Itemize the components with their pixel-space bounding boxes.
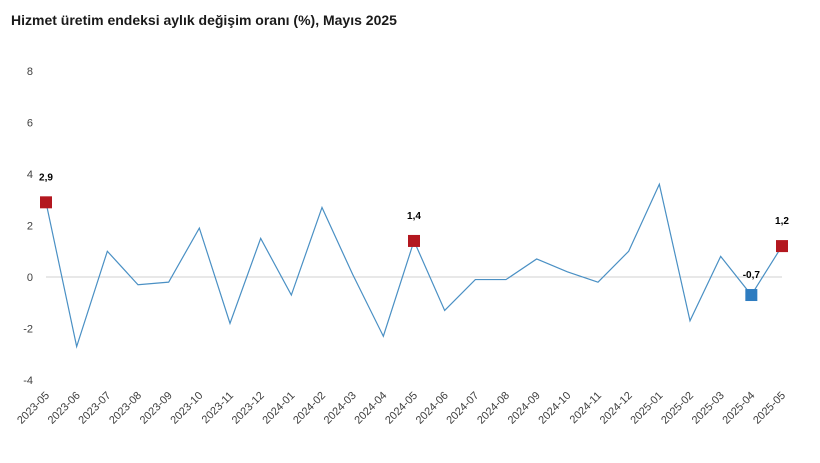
x-tick-label: 2024-05	[383, 390, 420, 427]
y-tick-label: 6	[27, 118, 33, 130]
x-tick-label: 2024-10	[536, 390, 573, 427]
x-tick-label: 2024-06	[414, 390, 451, 427]
x-tick-label: 2025-01	[628, 390, 665, 427]
y-tick-label: 4	[27, 169, 33, 181]
highlight-marker	[776, 240, 788, 253]
data-label: 1,2	[775, 216, 789, 227]
x-tick-label: 2023-10	[168, 390, 205, 427]
y-axis-ticks: -4 -2 0 2 4 6 8	[23, 66, 33, 387]
y-tick-label: -4	[23, 375, 33, 387]
highlight-marker	[745, 289, 758, 302]
highlight-marker	[408, 234, 420, 247]
x-tick-label: 2025-04	[720, 390, 757, 427]
series-line	[45, 182, 783, 349]
data-label: 2,9	[39, 172, 53, 183]
x-axis-ticks: 2023-052023-062023-072023-082023-092023-…	[15, 390, 788, 427]
y-tick-label: 8	[27, 66, 33, 78]
data-label: 1,4	[407, 211, 421, 222]
y-tick-label: -2	[23, 324, 33, 336]
x-tick-label: 2023-11	[200, 390, 236, 426]
x-tick-label: 2024-07	[444, 390, 481, 427]
chart-title: Hizmet üretim endeksi aylık değişim oran…	[11, 12, 397, 28]
x-tick-label: 2025-03	[690, 390, 727, 427]
x-tick-label: 2023-09	[138, 390, 175, 427]
data-label: -0,7	[743, 270, 761, 281]
x-tick-label: 2024-11	[568, 390, 604, 426]
x-tick-label: 2023-12	[230, 390, 267, 427]
x-tick-label: 2025-02	[659, 390, 696, 427]
y-tick-label: 0	[27, 272, 33, 284]
highlight-marker	[40, 196, 52, 209]
x-tick-label: 2024-01	[260, 390, 297, 427]
highlight-markers: 2,9 1,4 -0,7 1,2	[39, 172, 789, 302]
x-tick-label: 2023-08	[107, 390, 144, 427]
x-tick-label: 2024-09	[506, 390, 543, 427]
x-tick-label: 2023-07	[76, 390, 113, 427]
x-tick-label: 2024-12	[598, 390, 635, 427]
x-tick-label: 2025-05	[751, 390, 788, 427]
x-tick-label: 2023-05	[15, 390, 52, 427]
x-tick-label: 2024-04	[352, 390, 389, 427]
x-tick-label: 2024-03	[322, 390, 359, 427]
y-tick-label: 2	[27, 221, 33, 233]
x-tick-label: 2024-02	[291, 390, 328, 427]
x-tick-label: 2023-06	[46, 390, 83, 427]
x-tick-label: 2024-08	[475, 390, 512, 427]
